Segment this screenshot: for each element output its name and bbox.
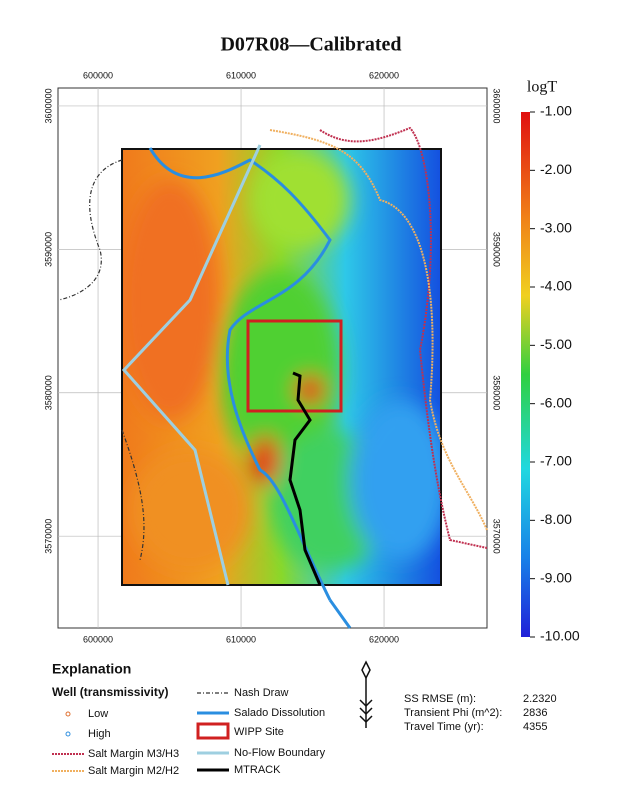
well-low-symbol — [65, 711, 71, 717]
x-tick-label: 620000 — [369, 70, 399, 80]
blob — [250, 150, 350, 250]
colorbar-tick-label: -1.00 — [540, 103, 572, 119]
x-tick-label: 610000 — [226, 70, 256, 80]
x-tick-label: 600000 — [83, 634, 113, 644]
legend-label: Salt Margin M3/H3 — [88, 748, 179, 760]
stat-label: Transient Phi (m^2): — [404, 707, 502, 719]
colorbar-tick-label: -5.00 — [540, 336, 572, 352]
well-high-symbol — [65, 731, 71, 737]
stat-value: 4355 — [523, 721, 547, 733]
blob — [250, 435, 280, 485]
legend-subtitle: Well (transmissivity) — [52, 685, 168, 699]
stat-label: Travel Time (yr): — [404, 721, 484, 733]
field — [122, 149, 441, 585]
legend-label: WIPP Site — [234, 726, 284, 738]
colorbar-tick-label: -3.00 — [540, 219, 572, 235]
y-tick-label: 3580000 — [43, 375, 53, 410]
colorbar-tick-label: -2.00 — [540, 161, 572, 177]
colorbar-tick-label: -6.00 — [540, 394, 572, 410]
colorbar-tick-label: -8.00 — [540, 511, 572, 527]
stat-value: 2.2320 — [523, 693, 557, 705]
blob — [350, 400, 441, 560]
y-tick-label: 3590000 — [492, 232, 502, 267]
x-tick-label: 610000 — [226, 634, 256, 644]
stat-label: SS RMSE (m): — [404, 693, 476, 705]
north-arrow — [359, 660, 373, 728]
title: D07R08—Calibrated — [220, 34, 401, 56]
blob — [295, 375, 325, 405]
y-tick-label: 3570000 — [43, 519, 53, 554]
colorbar — [521, 112, 530, 637]
nash-draw — [57, 159, 145, 561]
salado-dissolution — [148, 147, 332, 601]
y-tick-label: 3590000 — [43, 232, 53, 267]
legend-label: No-Flow Boundary — [234, 747, 326, 759]
legend-swatch — [196, 722, 230, 740]
stats: SS RMSE (m): 2.2320 Transient Phi (m^2): 28… — [404, 693, 557, 733]
x-tick-label: 620000 — [369, 634, 399, 644]
legend-label: Salt Margin M2/H2 — [88, 765, 179, 777]
legend-label: Nash Draw — [234, 687, 288, 699]
no-flow-boundary — [121, 144, 262, 586]
y-tick-label: 3600000 — [43, 88, 53, 123]
colorbar-tick-label: -4.00 — [540, 278, 572, 294]
blob — [122, 180, 220, 420]
field-border — [121, 148, 442, 586]
blob — [130, 450, 250, 570]
colorbar-title: logT — [527, 79, 557, 96]
colorbar-tick-label: -9.00 — [540, 569, 572, 585]
legend-label: MTRACK — [234, 764, 281, 776]
colorbar-ticks: -1.00 -2.00 -3.00 -4.00 -5.00 -6.00 -7.00 -8.00… — [530, 103, 580, 644]
y-tick-label: 3600000 — [492, 88, 502, 123]
colorbar-tick-label: -7.00 — [540, 453, 572, 469]
x-tick-label: 600000 — [83, 70, 113, 80]
stat-value: 2836 — [523, 707, 547, 719]
salado-dissolution — [328, 599, 352, 629]
wipp-site — [246, 319, 343, 413]
legend-label: High — [88, 728, 111, 740]
legend-title: Explanation — [52, 661, 131, 677]
y-tick-label: 3570000 — [492, 519, 502, 554]
legend-label: Salado Dissolution — [234, 707, 325, 719]
mtrack — [288, 371, 322, 586]
salt-margin-m2 — [269, 129, 488, 531]
legend-label: Low — [88, 708, 108, 720]
y-tick-label: 3580000 — [492, 375, 502, 410]
salt-margin-m3 — [319, 126, 488, 549]
colorbar-tick-label: -10.00 — [540, 628, 580, 644]
